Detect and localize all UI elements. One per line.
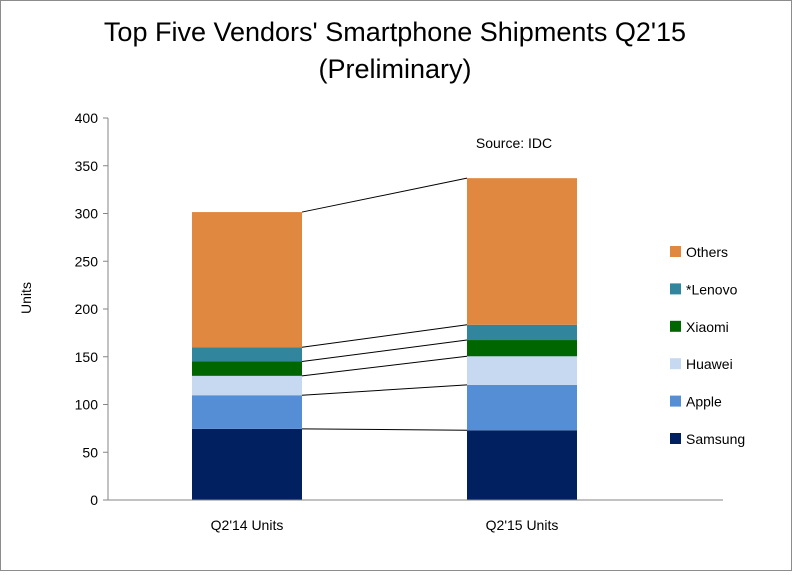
bar-lenovo-1 (467, 324, 577, 341)
legend-swatch-samsung (670, 433, 681, 444)
legend-label-huawei: Huawei (686, 356, 733, 372)
connector-others (301, 177, 468, 213)
y-tick-label: 250 (75, 253, 99, 269)
legend-swatch-huawei (670, 358, 681, 370)
bar-samsung-0 (192, 428, 302, 500)
connector-huawei (301, 355, 468, 377)
connector-samsung (301, 428, 468, 431)
y-axis-title: Units (18, 282, 34, 314)
bar-huawei-0 (192, 375, 302, 396)
y-tick-label: 300 (75, 206, 99, 222)
bars (192, 178, 577, 500)
legend-swatch-apple (670, 395, 681, 407)
bar-xiaomi-0 (192, 361, 302, 376)
legend-label-samsung: Samsung (686, 431, 745, 447)
source-annotation: Source: IDC (476, 135, 552, 151)
chart-subtitle: (Preliminary) (318, 54, 471, 84)
bar-others-1 (467, 178, 577, 325)
y-tick-label: 350 (75, 158, 99, 174)
chart-title: Top Five Vendors' Smartphone Shipments Q… (104, 17, 686, 47)
bar-xiaomi-1 (467, 340, 577, 357)
connector-xiaomi (301, 339, 468, 363)
legend-swatch-lenovo (670, 283, 681, 295)
legend-label-xiaomi: Xiaomi (686, 319, 729, 335)
y-tick-label: 150 (75, 349, 99, 365)
legend-label-apple: Apple (686, 394, 722, 410)
x-tick-label: Q2'14 Units (211, 517, 284, 533)
bar-apple-1 (467, 384, 577, 431)
y-axis: 0 50 100 150 200 250 300 350 400 (75, 110, 723, 508)
connector-lines (301, 177, 468, 431)
y-tick-label: 0 (90, 492, 98, 508)
y-tick-label: 100 (75, 397, 99, 413)
legend-swatch-others (670, 246, 681, 257)
category-labels: Q2'14 Units Q2'15 Units (211, 517, 559, 533)
legend-swatch-xiaomi (670, 320, 681, 332)
y-tick-label: 400 (75, 110, 99, 126)
bar-others-0 (192, 212, 302, 348)
connector-apple (301, 384, 468, 396)
legend-label-lenovo: *Lenovo (686, 281, 738, 297)
y-tick-label: 200 (75, 301, 99, 317)
bar-apple-0 (192, 395, 302, 429)
bar-samsung-1 (467, 430, 577, 500)
y-tick-label: 50 (82, 444, 98, 460)
bar-lenovo-0 (192, 347, 302, 362)
legend-label-others: Others (686, 244, 728, 260)
connector-lenovo (301, 324, 468, 348)
legend: Others *Lenovo Xiaomi Huawei Apple Samsung (670, 244, 745, 447)
bar-huawei-1 (467, 356, 577, 385)
x-tick-label: Q2'15 Units (486, 517, 559, 533)
